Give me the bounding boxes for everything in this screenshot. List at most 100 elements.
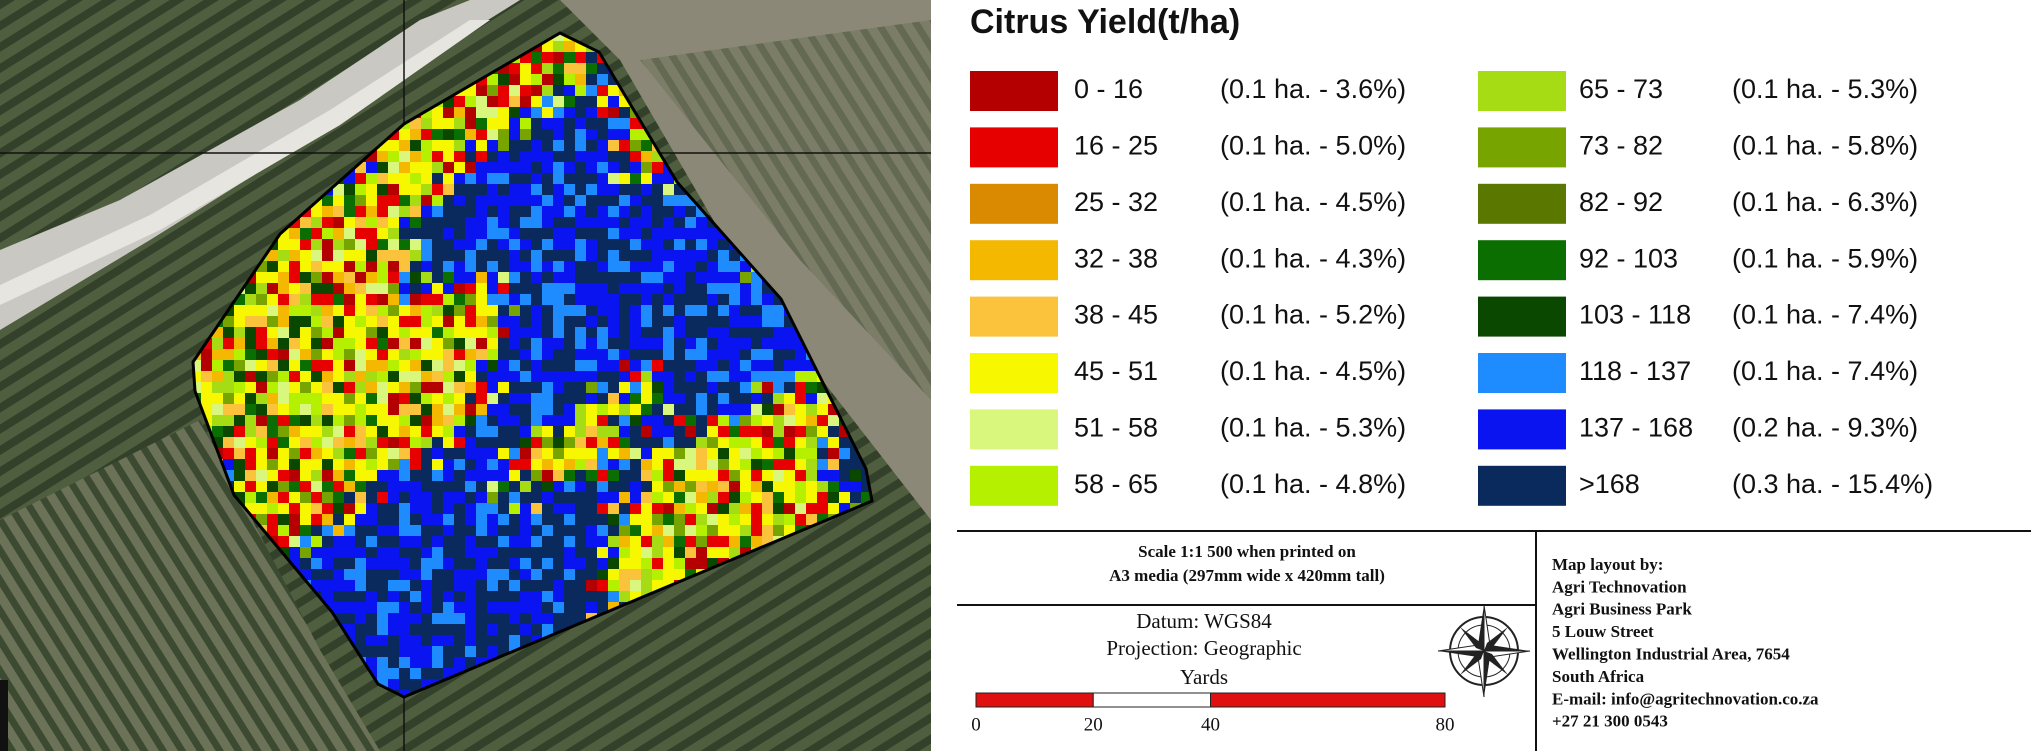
yield-cell (311, 514, 322, 525)
yield-cell (509, 228, 520, 239)
yield-cell (762, 492, 773, 503)
yield-cell (773, 503, 784, 514)
yield-cell (641, 393, 652, 404)
yield-cell (509, 503, 520, 514)
legend-area: (0.1 ha. - 6.3%) (1732, 187, 1918, 217)
yield-cell (575, 195, 586, 206)
yield-cell (575, 283, 586, 294)
yield-cell (509, 437, 520, 448)
orchard (0, 420, 380, 751)
yield-cell (564, 602, 575, 613)
yield-cell (630, 305, 641, 316)
yield-cell (509, 272, 520, 283)
yield-cell (575, 338, 586, 349)
yield-cell (597, 162, 608, 173)
yield-cell (267, 360, 278, 371)
yield-cell (399, 360, 410, 371)
yield-cell (586, 547, 597, 558)
yield-cell (410, 448, 421, 459)
yield-cell (762, 371, 773, 382)
yield-cell (564, 250, 575, 261)
yield-cell (300, 547, 311, 558)
yield-cell (267, 338, 278, 349)
yield-cell (542, 470, 553, 481)
yield-cell (322, 294, 333, 305)
yield-cell (630, 151, 641, 162)
yield-cell (553, 514, 564, 525)
yield-cell (740, 536, 751, 547)
yield-cell (608, 239, 619, 250)
yield-cell (575, 360, 586, 371)
yield-cell (245, 338, 256, 349)
yield-cell (355, 261, 366, 272)
yield-cell (366, 272, 377, 283)
yield-cell (201, 404, 212, 415)
yield-cell (564, 85, 575, 96)
yield-cell (311, 327, 322, 338)
yield-cell (300, 514, 311, 525)
yield-cell (366, 448, 377, 459)
yield-cell (388, 536, 399, 547)
yield-cell (476, 151, 487, 162)
yield-cell (773, 525, 784, 536)
yield-cell (509, 74, 520, 85)
yield-cell (817, 426, 828, 437)
yield-cell (410, 470, 421, 481)
yield-cell (707, 558, 718, 569)
credit-line: 5 Louw Street (1552, 622, 1654, 641)
yield-cell (443, 371, 454, 382)
yield-cell (641, 470, 652, 481)
yield-cell (344, 569, 355, 580)
yield-cell (795, 448, 806, 459)
yield-cell (333, 349, 344, 360)
yield-cell (421, 426, 432, 437)
yield-cell (553, 613, 564, 624)
yield-cell (663, 316, 674, 327)
yield-cell (245, 294, 256, 305)
yield-cell (630, 448, 641, 459)
yield-cell (630, 272, 641, 283)
yield-cell (366, 558, 377, 569)
yield-cell (487, 162, 498, 173)
yield-cell (432, 382, 443, 393)
yield-cell (674, 426, 685, 437)
yield-cell (311, 536, 322, 547)
yield-cell (652, 558, 663, 569)
yield-cell (608, 338, 619, 349)
yield-cell (696, 558, 707, 569)
yield-cell (630, 360, 641, 371)
yield-cell (531, 525, 542, 536)
yield-cell (674, 558, 685, 569)
yield-cell (564, 536, 575, 547)
yield-cell (454, 503, 465, 514)
yield-cell (520, 360, 531, 371)
yield-cell (421, 316, 432, 327)
legend-area: (0.1 ha. - 5.8%) (1732, 131, 1918, 161)
yield-cell (256, 415, 267, 426)
yield-cell (234, 305, 245, 316)
yield-cell (410, 118, 421, 129)
yield-cell (729, 470, 740, 481)
yield-cell (234, 382, 245, 393)
yield-cell (652, 580, 663, 591)
yield-cell (696, 283, 707, 294)
yield-cell (377, 316, 388, 327)
yield-cell (652, 272, 663, 283)
yield-cell (355, 569, 366, 580)
yield-cell (465, 261, 476, 272)
yield-cell (498, 151, 509, 162)
yield-cell (553, 503, 564, 514)
yield-cell (476, 239, 487, 250)
yield-cell (289, 547, 300, 558)
yield-cell (652, 316, 663, 327)
yield-cell (531, 503, 542, 514)
yield-cell (740, 327, 751, 338)
yield-cell (399, 437, 410, 448)
yield-cell (300, 525, 311, 536)
yield-cell (608, 437, 619, 448)
legend-area: (0.1 ha. - 4.5%) (1220, 187, 1406, 217)
yield-cell (575, 404, 586, 415)
yield-cell (267, 503, 278, 514)
yield-cell (597, 184, 608, 195)
